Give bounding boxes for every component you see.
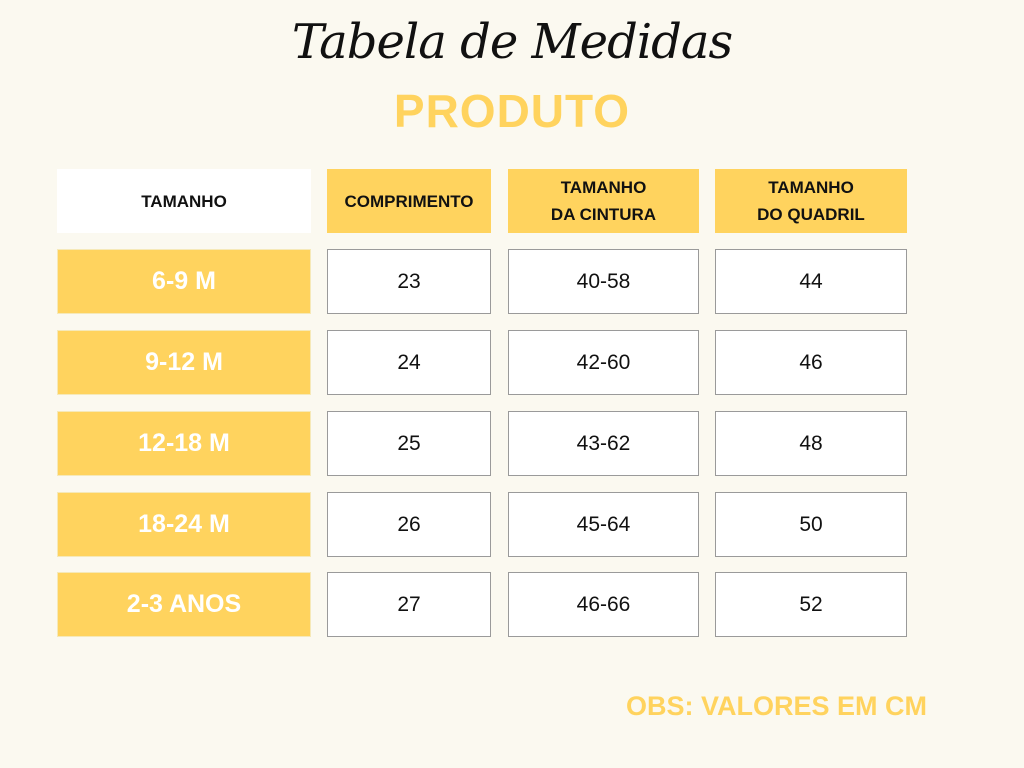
quadril-cell: 52 [715, 572, 907, 637]
cintura-cell: 46-66 [508, 572, 699, 637]
page-title: Tabela de Medidas [291, 14, 733, 70]
comprimento-cell: 26 [327, 492, 491, 557]
header-tamanho: TAMANHO [57, 169, 311, 233]
comprimento-cell: 25 [327, 411, 491, 476]
header-comprimento: COMPRIMENTO [327, 169, 491, 233]
units-note: OBS: VALORES EM CM [626, 691, 928, 721]
comprimento-cell: 24 [327, 330, 491, 395]
comprimento-cell: 27 [327, 572, 491, 637]
size-cell: 6-9 M [57, 249, 311, 314]
header-cintura: TAMANHO DA CINTURA [508, 169, 699, 233]
cintura-cell: 43-62 [508, 411, 699, 476]
quadril-cell: 46 [715, 330, 907, 395]
size-cell: 2-3 ANOS [57, 572, 311, 637]
quadril-cell: 50 [715, 492, 907, 557]
comprimento-cell: 23 [327, 249, 491, 314]
size-cell: 18-24 M [57, 492, 311, 557]
size-cell: 9-12 M [57, 330, 311, 395]
header-quadril: TAMANHO DO QUADRIL [715, 169, 907, 233]
quadril-cell: 44 [715, 249, 907, 314]
quadril-cell: 48 [715, 411, 907, 476]
cintura-cell: 40-58 [508, 249, 699, 314]
cintura-cell: 42-60 [508, 330, 699, 395]
page-subtitle: PRODUTO [393, 85, 631, 137]
cintura-cell: 45-64 [508, 492, 699, 557]
size-cell: 12-18 M [57, 411, 311, 476]
